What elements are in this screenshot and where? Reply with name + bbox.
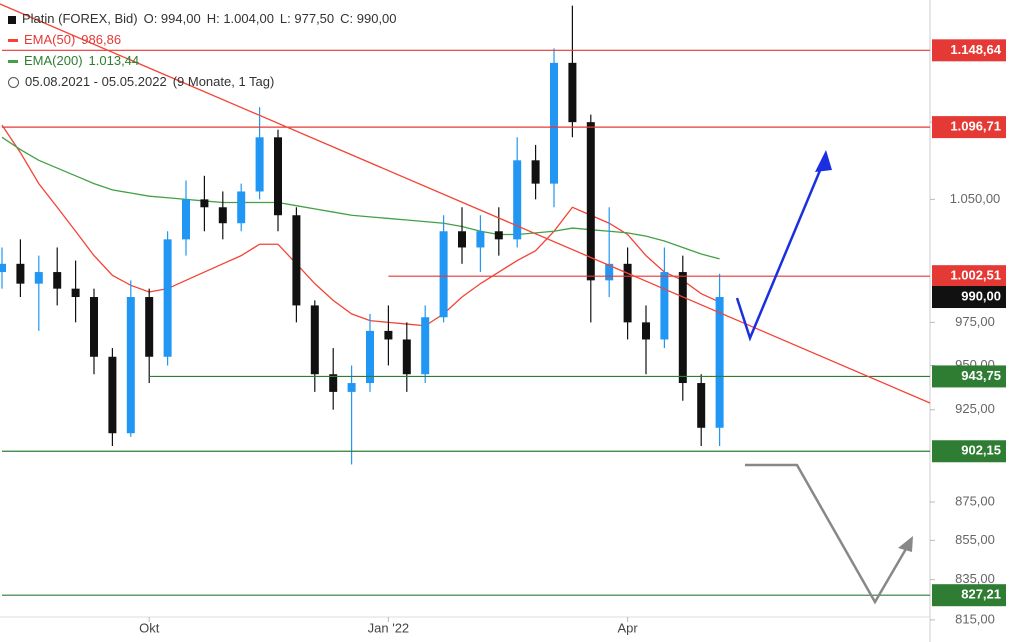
- period-note: (9 Monate, 1 Tag): [172, 74, 275, 89]
- y-tick-label: 1.050,00: [950, 191, 1001, 206]
- legend-row: EMA(50) 986,86: [8, 29, 403, 50]
- legend-row: Platin (FOREX, Bid) O: 994,00 H: 1.004,00 L…: [8, 8, 403, 29]
- legend-name: EMA(50): [24, 32, 76, 47]
- y-tick-label: 855,00: [955, 532, 995, 547]
- candle-body: [678, 272, 687, 384]
- arrowhead: [815, 150, 832, 172]
- candle-body: [255, 137, 264, 192]
- level-label-box: [932, 286, 1006, 309]
- forecast-arrow-down: [745, 463, 912, 605]
- y-tick-label: 975,00: [955, 314, 995, 329]
- candle-body: [623, 263, 632, 323]
- legend-row: EMA(200) 1.013,44: [8, 50, 403, 71]
- candle-body: [513, 160, 522, 240]
- candle-body: [292, 215, 301, 306]
- ohlc: C: 990,00: [340, 11, 397, 26]
- forecast-arrow-up: [735, 155, 828, 342]
- candle-body: [90, 297, 98, 357]
- candle-body: [402, 339, 411, 375]
- y-tick-label: 875,00: [955, 493, 995, 508]
- ohlc: O: 994,00: [143, 11, 201, 26]
- legend-key: [8, 39, 18, 43]
- ohlc: L: 977,50: [279, 11, 335, 26]
- ema-line: [1, 124, 720, 327]
- candle-body: [568, 62, 577, 123]
- candle-body: [126, 297, 135, 434]
- legend: Platin (FOREX, Bid) O: 994,00 H: 1.004,00 L…: [8, 8, 403, 92]
- legend-key: [8, 60, 18, 64]
- level-label: 827,21: [961, 587, 1001, 602]
- candle-body: [108, 356, 117, 434]
- legend-value: 986,86: [81, 32, 122, 47]
- candle-body: [16, 263, 25, 284]
- candle-body: [605, 263, 614, 281]
- level-label-box: [932, 440, 1006, 463]
- level-label-box: [932, 265, 1006, 288]
- y-tick-label: 815,00: [955, 611, 995, 626]
- candle-body: [384, 330, 393, 340]
- candle-body: [182, 199, 190, 240]
- candle-body: [218, 207, 227, 224]
- y-tick-label: 925,00: [955, 401, 995, 416]
- candle-body: [531, 160, 540, 184]
- candle-body: [458, 231, 466, 248]
- candle-body: [642, 322, 650, 340]
- candle-body: [34, 272, 43, 284]
- candle-body: [200, 199, 209, 208]
- trendline: [0, 3, 931, 404]
- candle-body: [237, 191, 246, 224]
- candle-body: [476, 231, 485, 248]
- candle-body: [329, 374, 338, 392]
- x-tick-label: Apr: [617, 620, 638, 635]
- candle-body: [660, 272, 669, 340]
- candle-body: [163, 239, 172, 357]
- title: Platin (FOREX, Bid): [22, 11, 138, 26]
- level-label: 943,75: [961, 368, 1001, 383]
- x-tick-label: Jan '22: [368, 620, 410, 635]
- candle-body: [715, 297, 724, 428]
- legend-name: EMA(200): [24, 53, 83, 68]
- period: 05.08.2021 - 05.05.2022: [25, 74, 167, 89]
- level-label-box: [932, 39, 1006, 62]
- candle-body: [421, 317, 430, 375]
- arrowhead: [898, 536, 913, 552]
- level-label: 1.002,51: [950, 268, 1001, 283]
- level-label: 1.096,71: [950, 119, 1001, 134]
- candle-body: [274, 137, 282, 216]
- y-axis: 815,00835,00855,00875,00925,00950,00975,…: [139, 39, 1006, 635]
- candle-body: [347, 383, 356, 392]
- icon: [8, 15, 16, 24]
- level-label: 1.148,64: [950, 42, 1001, 57]
- candle-body: [494, 231, 503, 240]
- candle-body: [697, 383, 706, 428]
- level-label: 990,00: [961, 288, 1001, 303]
- candle-body: [310, 305, 319, 375]
- candle-body: [366, 330, 374, 384]
- legend-value: 1.013,44: [88, 53, 140, 68]
- candle-body: [71, 288, 80, 298]
- icon: [8, 77, 19, 89]
- level-label: 902,15: [961, 443, 1001, 458]
- x-tick-label: Okt: [139, 620, 160, 635]
- candle-body: [0, 263, 6, 273]
- level-label-box: [932, 584, 1006, 607]
- candle-body: [550, 62, 558, 184]
- ema-line: [1, 136, 720, 260]
- y-tick-label: 835,00: [955, 571, 995, 586]
- level-label-box: [932, 365, 1006, 388]
- candle-body: [439, 231, 448, 318]
- candle-body: [586, 122, 595, 281]
- candle-body: [145, 297, 154, 357]
- level-label-box: [932, 116, 1006, 139]
- marks: [0, 5, 930, 596]
- candle-body: [53, 272, 62, 289]
- legend-row: 05.08.2021 - 05.05.2022 (9 Monate, 1 Tag): [8, 71, 403, 92]
- ohlc: H: 1.004,00: [206, 11, 274, 26]
